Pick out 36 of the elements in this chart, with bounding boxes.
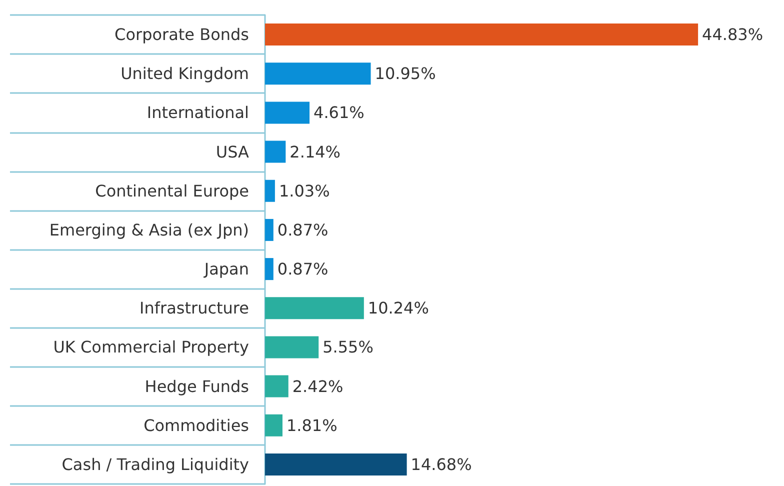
bar (265, 180, 275, 202)
data-label: 1.03% (278, 181, 330, 200)
data-label: 2.42% (292, 376, 344, 396)
bar (265, 375, 288, 398)
y-tick-label: Japan (203, 260, 249, 279)
data-label: 44.83% (702, 25, 764, 44)
y-tick-label: Hedge Funds (144, 376, 249, 396)
data-label: 4.61% (314, 103, 364, 122)
data-label: 2.14% (290, 142, 340, 162)
data-label: 0.87% (277, 260, 328, 279)
bar (265, 24, 698, 46)
bar (265, 218, 274, 241)
bar (265, 140, 286, 163)
bar (265, 102, 310, 124)
data-label: 0.87% (277, 220, 328, 240)
bar (265, 453, 407, 476)
data-label: 1.81% (286, 416, 338, 435)
bar (265, 297, 364, 320)
y-tick-label: International (146, 103, 249, 122)
y-tick-label: United Kingdom (120, 64, 249, 84)
y-tick-label: Cash / Trading Liquidity (62, 454, 249, 474)
y-tick-label: Corporate Bonds (114, 25, 249, 44)
bar (265, 414, 282, 436)
y-tick-label: USA (216, 142, 250, 162)
y-tick-label: Continental Europe (95, 181, 249, 200)
data-label: 10.24% (368, 298, 429, 318)
bar (265, 258, 274, 280)
data-label: 5.55% (322, 338, 374, 357)
y-tick-label: Infrastructure (140, 298, 249, 318)
y-tick-label: Emerging & Asia (ex Jpn) (49, 220, 249, 240)
bar (265, 336, 319, 358)
y-tick-label: Commodities (144, 416, 249, 435)
y-tick-label: UK Commercial Property (53, 338, 249, 357)
data-label: 14.68% (410, 454, 472, 474)
data-label: 10.95% (374, 64, 436, 84)
bar (265, 62, 371, 85)
